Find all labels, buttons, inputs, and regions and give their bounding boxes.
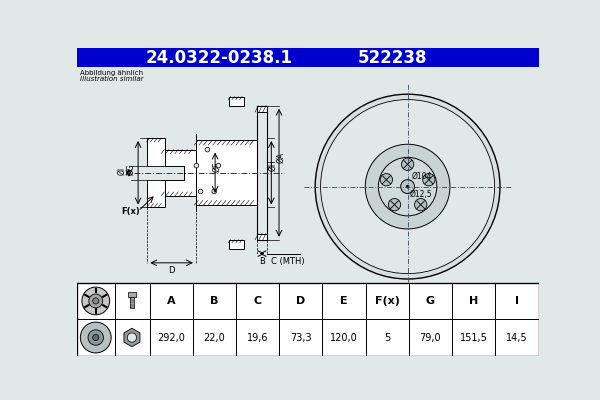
Bar (77, 67, 539, 283)
Text: 22,0: 22,0 (203, 332, 226, 342)
Text: Ø104: Ø104 (412, 172, 432, 181)
Bar (257, 234, 268, 240)
Bar (257, 112, 268, 234)
Text: 79,0: 79,0 (419, 332, 441, 342)
Circle shape (401, 158, 414, 170)
Text: C (MTH): C (MTH) (271, 257, 304, 266)
Text: 73,3: 73,3 (290, 332, 311, 342)
Circle shape (415, 198, 427, 211)
Circle shape (379, 157, 437, 216)
Circle shape (92, 298, 99, 304)
Circle shape (88, 330, 103, 345)
Text: ØA: ØA (276, 152, 285, 163)
Text: 24.0322-0238.1: 24.0322-0238.1 (145, 49, 292, 67)
Bar (77, 48, 539, 67)
Circle shape (205, 147, 210, 152)
Circle shape (199, 189, 203, 194)
Text: ØG: ØG (127, 163, 136, 175)
Circle shape (80, 322, 111, 353)
Text: H: H (469, 296, 478, 306)
Text: G: G (426, 296, 435, 306)
Text: A: A (167, 296, 176, 306)
Text: Ø12,5: Ø12,5 (410, 190, 433, 199)
Bar (128, 292, 136, 297)
Bar (257, 106, 268, 112)
Text: 292,0: 292,0 (157, 332, 185, 342)
Circle shape (320, 100, 494, 274)
Circle shape (216, 163, 221, 168)
Circle shape (365, 144, 450, 229)
Circle shape (212, 189, 217, 194)
Circle shape (380, 174, 392, 186)
Text: 14,5: 14,5 (506, 332, 528, 342)
Circle shape (315, 94, 500, 279)
Text: B: B (259, 257, 265, 266)
Bar (77, 283, 539, 356)
Text: C: C (254, 296, 262, 306)
Circle shape (92, 334, 99, 341)
Text: 5: 5 (384, 332, 391, 342)
Bar (161, 166, 184, 180)
Circle shape (406, 185, 409, 188)
Text: ØI: ØI (118, 167, 127, 175)
Text: F(x): F(x) (121, 207, 140, 216)
Bar (148, 166, 165, 180)
Bar (161, 150, 196, 196)
Text: D: D (169, 266, 175, 275)
Text: F(x): F(x) (375, 296, 400, 306)
Text: 151,5: 151,5 (460, 332, 488, 342)
Circle shape (89, 294, 103, 308)
Bar (229, 96, 244, 106)
Text: Illustration similar: Illustration similar (80, 76, 144, 82)
Text: ØH: ØH (268, 159, 277, 171)
Bar (196, 140, 257, 205)
Text: Ate: Ate (340, 191, 413, 229)
Circle shape (422, 174, 435, 186)
Text: D: D (296, 296, 305, 306)
Text: E: E (340, 296, 348, 306)
Text: 19,6: 19,6 (247, 332, 268, 342)
Circle shape (388, 198, 401, 211)
Text: I: I (515, 296, 519, 306)
Text: B: B (210, 296, 218, 306)
Circle shape (127, 333, 137, 342)
Text: 120,0: 120,0 (330, 332, 358, 342)
Bar (130, 297, 134, 308)
Circle shape (194, 163, 199, 168)
Text: ØE: ØE (212, 161, 221, 172)
Text: 522238: 522238 (358, 49, 427, 67)
Text: Abbildung ähnlich: Abbildung ähnlich (80, 70, 143, 76)
Bar (229, 240, 244, 249)
Circle shape (401, 180, 415, 194)
Bar (148, 138, 165, 207)
Circle shape (82, 287, 110, 315)
